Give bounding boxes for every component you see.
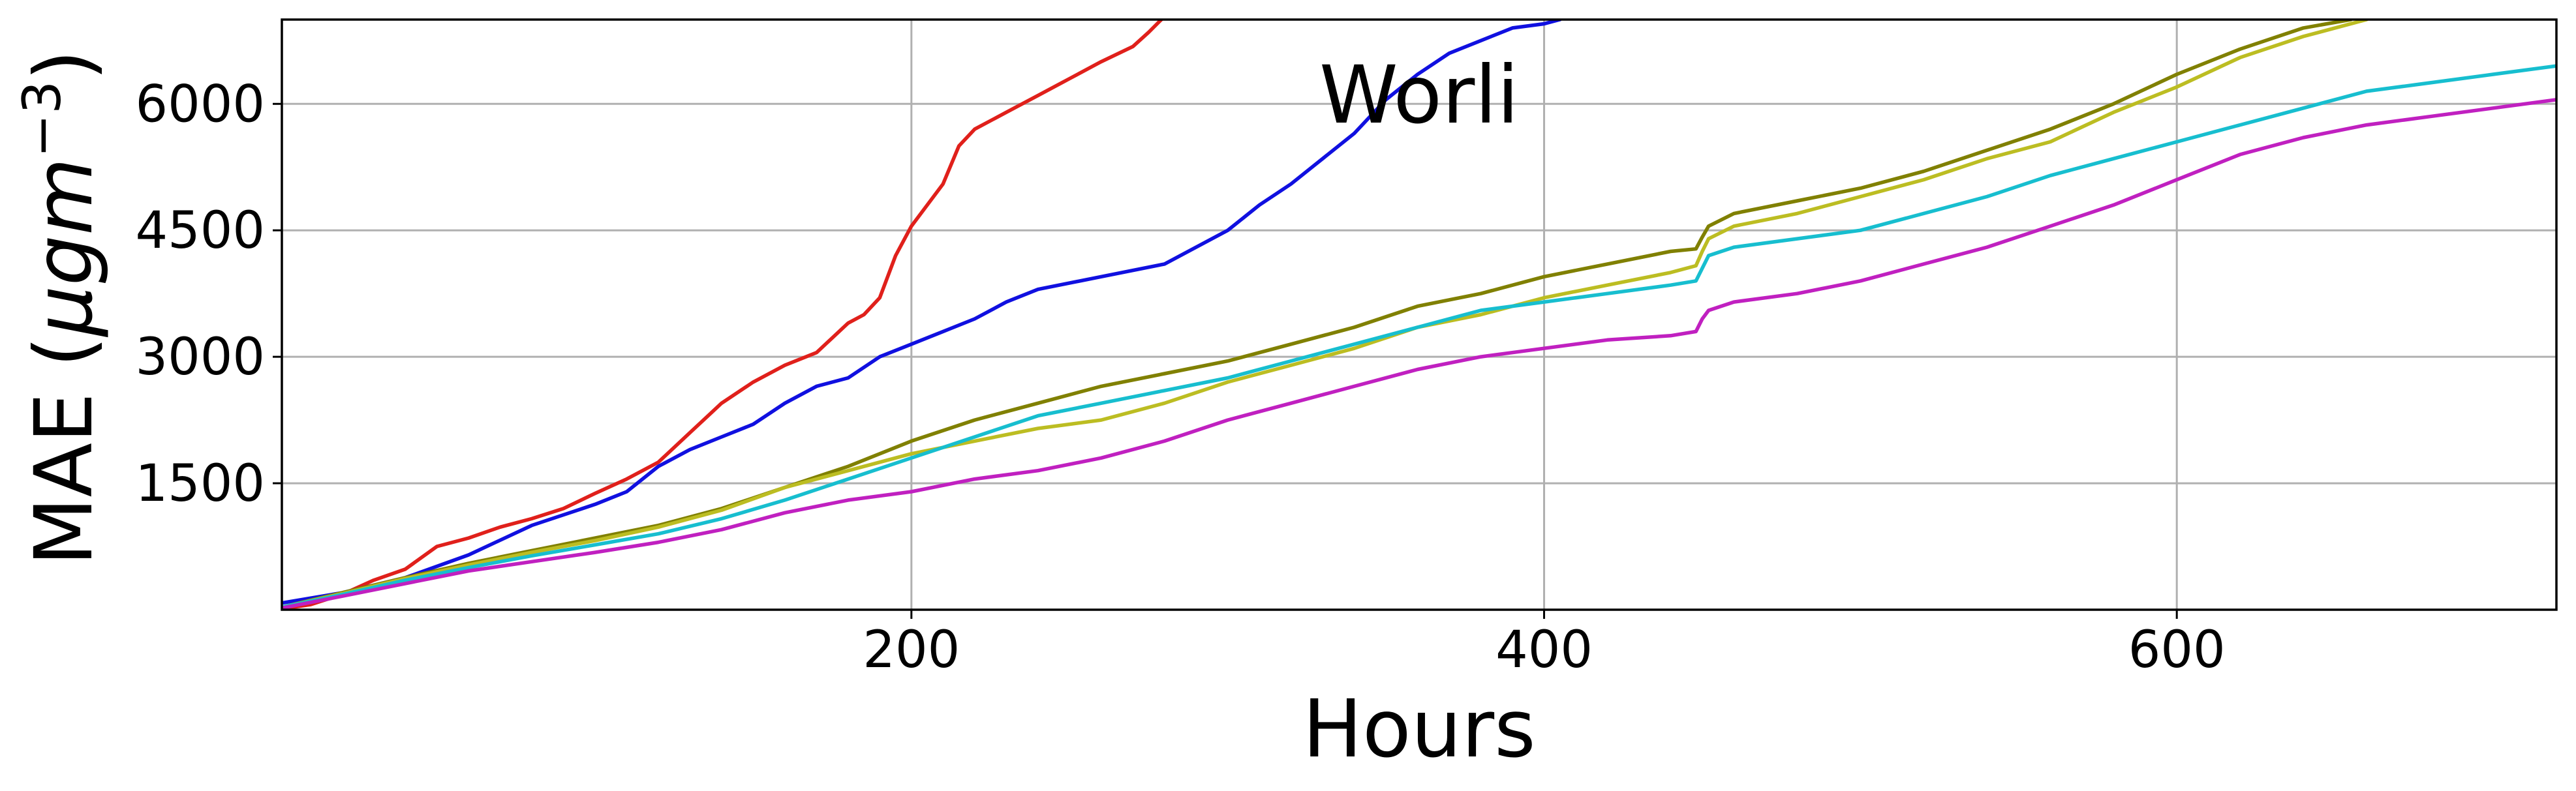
x-axis-label: Hours	[1302, 683, 1535, 775]
y-axis-label-unit: μgm	[18, 158, 110, 338]
y-axis-label-suffix: )	[18, 50, 110, 81]
y-tick-label: 3000	[135, 328, 265, 387]
series-line-2	[282, 20, 1562, 605]
y-tick-label: 4500	[135, 201, 265, 260]
series-line-1	[282, 20, 1163, 610]
plot-frame	[281, 18, 2558, 611]
y-axis-label-exponent: −3	[12, 81, 72, 158]
chart-title: Worli	[1319, 49, 1519, 142]
y-axis-label-prefix: MAE (	[18, 336, 110, 566]
x-tick-label: 200	[863, 621, 960, 679]
x-tick-label: 400	[1495, 621, 1593, 679]
x-axis-ticks: 200 400 600	[863, 610, 2226, 679]
series-lines	[282, 20, 2556, 610]
series-line-3	[282, 20, 2353, 609]
series-line-5	[282, 64, 2556, 609]
y-tick-label: 1500	[135, 455, 265, 513]
series-line-6	[282, 98, 2556, 610]
y-tick-label: 6000	[135, 75, 265, 134]
x-tick-label: 600	[2128, 621, 2226, 679]
grid-lines	[282, 20, 2556, 610]
y-axis-label: MAE (μgm−3)	[12, 50, 110, 566]
y-axis-ticks: 1500 3000 4500 6000	[135, 75, 282, 513]
